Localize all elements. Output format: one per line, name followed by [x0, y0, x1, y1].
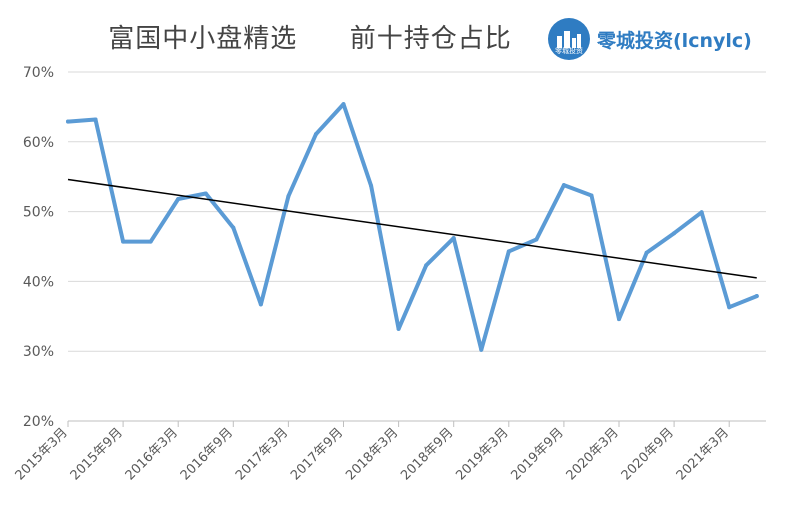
data-point-2 [121, 239, 126, 244]
data-point-9 [313, 132, 318, 137]
data-point-18 [561, 183, 566, 188]
data-point-14 [451, 236, 456, 241]
data-point-16 [506, 249, 511, 254]
data-point-25 [754, 294, 759, 299]
x-axis-ticks: 2015年3月2015年9月2016年3月2016年9月2017年3月2017年… [13, 421, 732, 483]
data-point-5 [203, 191, 208, 196]
data-point-15 [479, 347, 484, 352]
series-line-0 [66, 102, 759, 352]
x-tick-label-2: 2016年3月 [123, 425, 181, 483]
x-tick-label-11: 2020年9月 [619, 425, 677, 483]
trend-line [67, 178, 757, 279]
y-axis-ticks: 20% 30% 40% 50% 60% 70% [23, 65, 54, 430]
chart-title: 富国中小盘精选 前十持仓占比 [100, 18, 520, 55]
chart-title-fund: 富国中小盘精选 [108, 24, 298, 54]
series-layer [66, 102, 759, 352]
x-tick-label-3: 2016年9月 [178, 425, 236, 483]
data-point-20 [617, 317, 621, 322]
x-tick-label-7: 2018年9月 [398, 425, 456, 483]
data-point-13 [424, 263, 429, 268]
data-point-10 [341, 102, 346, 107]
data-point-1 [93, 117, 98, 122]
y-tick-label-20: 20% [23, 414, 54, 430]
data-point-3 [148, 239, 153, 244]
y-tick-label-40: 40% [23, 274, 54, 290]
x-tick-label-12: 2021年3月 [674, 425, 732, 483]
y-tick-label-60: 60% [23, 135, 54, 151]
city-buildings-icon: 零城投资 [548, 18, 590, 60]
data-point-21 [644, 250, 649, 255]
y-tick-label-30: 30% [23, 344, 54, 360]
x-tick-label-9: 2019年9月 [508, 425, 566, 483]
data-point-11 [369, 183, 374, 188]
data-point-4 [176, 197, 181, 202]
x-tick-label-10: 2020年3月 [564, 425, 622, 483]
x-tick-label-0: 2015年3月 [13, 425, 71, 483]
data-point-24 [727, 305, 732, 310]
y-tick-label-70: 70% [23, 65, 54, 81]
data-point-8 [286, 194, 291, 199]
data-point-0 [66, 119, 70, 124]
data-point-6 [231, 225, 236, 230]
x-tick-label-6: 2018年3月 [343, 425, 401, 483]
data-point-12 [396, 326, 401, 331]
grid-lines [68, 71, 766, 352]
chart-title-metric: 前十持仓占比 [349, 24, 512, 54]
brand-logo: 零城投资 零城投资(lcnylc) [548, 18, 752, 60]
data-point-19 [589, 193, 594, 198]
data-point-17 [534, 237, 539, 242]
logo-text: 零城投资(lcnylc) [597, 29, 752, 52]
data-point-22 [672, 231, 677, 236]
data-point-7 [258, 302, 263, 307]
y-tick-label-50: 50% [23, 205, 54, 221]
x-tick-label-8: 2019年3月 [453, 425, 511, 483]
x-tick-label-5: 2017年9月 [288, 425, 346, 483]
data-point-23 [699, 210, 704, 215]
x-tick-label-1: 2015年9月 [68, 425, 126, 483]
trend-layer [67, 178, 757, 279]
x-tick-label-4: 2017年3月 [233, 425, 291, 483]
logo-subtext: 零城投资 [555, 47, 583, 55]
